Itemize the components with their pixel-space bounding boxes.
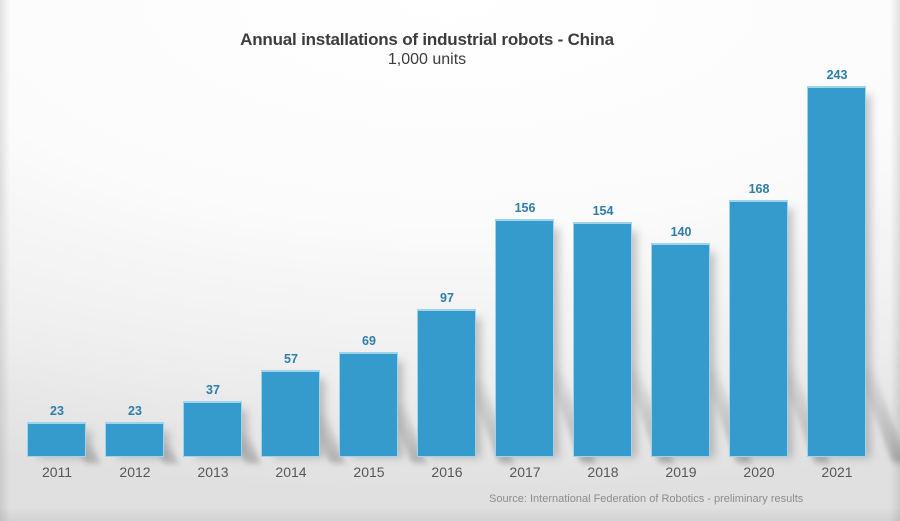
chart-header: Annual installations of industrial robot… (0, 29, 854, 70)
bar-year-label: 2017 (509, 464, 541, 480)
bar-value-label: 243 (826, 68, 848, 82)
bar-year-label: 2018 (587, 464, 619, 480)
bar-value-label: 37 (206, 383, 220, 397)
bar-value-label: 154 (592, 204, 614, 218)
bar-column: 140 2019 (642, 225, 720, 480)
bar-value-label: 156 (514, 201, 536, 215)
bar-column: 37 2013 (174, 383, 252, 480)
bar-value-label: 97 (440, 291, 454, 305)
bar-column: 168 2020 (720, 182, 798, 480)
bar-year-label: 2015 (353, 464, 385, 480)
bar-column: 23 2011 (18, 404, 96, 480)
chart-title: Annual installations of industrial robot… (240, 30, 614, 49)
bar-value-label: 23 (128, 404, 142, 418)
bar-value-label: 23 (50, 404, 64, 418)
bar-column: 156 2017 (486, 201, 564, 480)
bar-column: 69 2015 (330, 334, 408, 480)
bar (495, 219, 554, 457)
bar-value-label: 140 (670, 225, 692, 239)
bar (27, 422, 86, 457)
bar-column: 97 2016 (408, 291, 486, 480)
bar (729, 200, 788, 457)
bar-value-label: 168 (748, 182, 770, 196)
source-note: Source: International Federation of Robo… (489, 493, 804, 505)
bar (105, 422, 164, 457)
bar-year-label: 2012 (119, 464, 151, 480)
bar-column: 154 2018 (564, 204, 642, 480)
bar-year-label: 2016 (431, 464, 463, 480)
bar-year-label: 2011 (41, 464, 73, 480)
bar-year-label: 2021 (821, 464, 853, 480)
bar-year-label: 2013 (197, 464, 229, 480)
bar (573, 222, 632, 457)
bar-column: 23 2012 (96, 404, 174, 480)
bar-year-label: 2014 (275, 464, 307, 480)
chart-subtitle: 1,000 units (387, 51, 467, 68)
bar-value-label: 69 (362, 334, 376, 348)
bar-column: 57 2014 (252, 352, 330, 480)
bar (339, 352, 398, 457)
bar-column: 243 2021 (798, 68, 876, 480)
bar-value-label: 57 (284, 352, 298, 366)
bar (183, 401, 242, 457)
bar-year-label: 2019 (665, 464, 697, 480)
bar (651, 243, 710, 457)
bar-chart: 23 2011 23 2012 37 2013 57 2014 69 2015 97 2016 156 2… (18, 68, 876, 480)
bar (807, 86, 866, 457)
bar (261, 370, 320, 457)
bar-year-label: 2020 (743, 464, 775, 480)
bar (417, 309, 476, 457)
